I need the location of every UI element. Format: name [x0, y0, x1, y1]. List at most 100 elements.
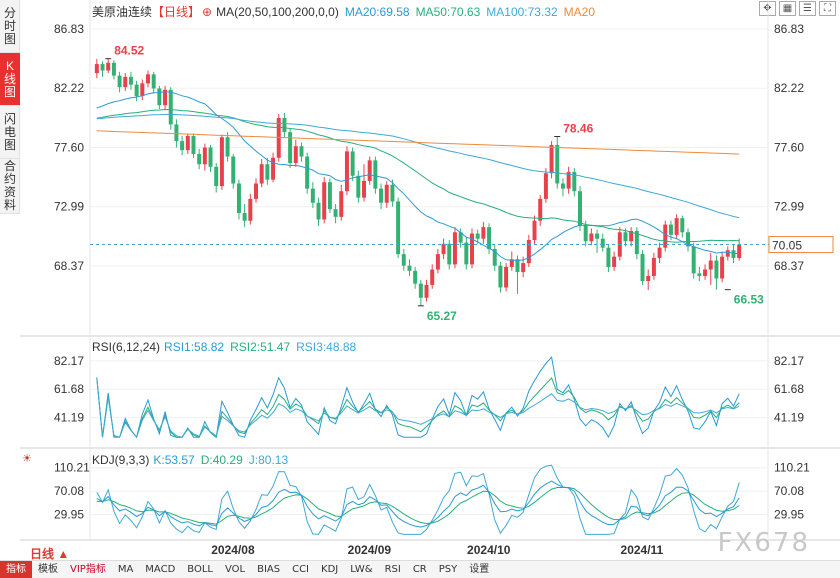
chart-toolbar: ✥ ▦ ☰ ⛶	[759, 1, 836, 16]
indicator-tab-1[interactable]: 模板	[38, 564, 58, 575]
candle-body	[316, 202, 321, 220]
candle-body	[697, 273, 702, 276]
candle-body	[452, 232, 457, 265]
indicator-tab-4[interactable]: MACD	[145, 564, 176, 575]
indicator-tab-14[interactable]: 设置	[469, 564, 490, 575]
candle-body	[390, 184, 395, 202]
list-icon[interactable]: ☰	[799, 1, 816, 16]
candle-body	[424, 284, 429, 298]
candle-body	[407, 265, 412, 271]
candle-body	[674, 218, 679, 235]
ma100-line	[96, 113, 740, 219]
candle-body	[521, 263, 526, 273]
indicator-tab-9[interactable]: KDJ	[321, 564, 339, 575]
candle-body	[583, 225, 588, 242]
candle-body	[299, 146, 304, 157]
candle-body	[475, 233, 480, 239]
candle-body	[322, 182, 327, 220]
price-tick-left: 77.60	[54, 141, 84, 155]
kdj-name: KDJ(9,3,3)	[92, 453, 150, 467]
candle-body	[288, 132, 293, 163]
candle-body	[236, 183, 241, 214]
candle-body	[737, 244, 742, 258]
candle-body	[714, 260, 719, 279]
candle-body	[168, 89, 173, 125]
tab-flash[interactable]: 闪电图	[0, 106, 20, 159]
candle-body	[197, 153, 202, 165]
indicator-tab-11[interactable]: RSI	[384, 564, 401, 575]
indicator-tab-7[interactable]: BIAS	[257, 564, 281, 575]
candle-body	[231, 156, 236, 184]
grid-icon[interactable]: ▦	[779, 1, 796, 16]
candle-body	[202, 147, 207, 165]
candle-body	[225, 137, 230, 157]
candle-body	[373, 160, 378, 189]
candle-body	[725, 250, 730, 257]
candle-body	[509, 259, 514, 267]
indicator-tab-5[interactable]: BOLL	[187, 564, 213, 575]
candle-body	[191, 135, 196, 154]
period-label[interactable]: 【日线】	[152, 5, 201, 19]
indicator-tab-0[interactable]: 指标	[0, 561, 32, 578]
candle-body	[441, 243, 446, 255]
indicator-tab-12[interactable]: CR	[412, 564, 427, 575]
tab-contract-info[interactable]: 合约资料	[0, 159, 20, 214]
candle-body	[560, 183, 565, 189]
ma50-line	[96, 108, 740, 243]
kdj-settings-icon: ☀	[22, 452, 32, 465]
chart-canvas[interactable]: 86.83 86.83 82.22 82.22 77.60 77.60 72.99 72.99…	[0, 0, 840, 560]
candle-body	[623, 232, 628, 242]
candle-body	[663, 224, 668, 248]
settings-icon[interactable]: ⊕	[202, 5, 213, 19]
date-axis-label: 2024/11	[621, 543, 664, 557]
indicator-tab-10[interactable]: LW&	[350, 564, 373, 575]
period-selector[interactable]: 日线 ▲	[30, 547, 70, 561]
candle-body	[282, 118, 287, 133]
kdj-d-line	[96, 487, 740, 525]
indicator-tab-13[interactable]: PSY	[438, 564, 458, 575]
candle-body	[600, 238, 605, 248]
candle-body	[686, 232, 690, 247]
price-tick-left: 86.83	[54, 22, 84, 36]
kdj-j-value: J:80.13	[248, 453, 289, 467]
candle-body	[174, 124, 179, 142]
candle-body	[708, 260, 713, 270]
rsi3-value: RSI3:48.88	[296, 340, 357, 354]
date-axis-label: 2024/10	[467, 543, 511, 557]
indicator-tab-8[interactable]: CCI	[292, 564, 310, 575]
candle-body	[578, 191, 582, 226]
price-tick-right: 77.60	[774, 141, 804, 155]
high-annotation: 78.46	[563, 121, 593, 135]
indicator-tab-3[interactable]: MA	[117, 564, 134, 575]
high-annotation: 84.52	[114, 44, 144, 58]
fullscreen-icon[interactable]: ⛶	[819, 1, 836, 16]
candle-body	[367, 160, 372, 181]
kdj-d-value: D:40.29	[200, 453, 243, 467]
candle-body	[333, 209, 338, 217]
candle-body	[157, 88, 162, 106]
price-tick-right: 72.99	[774, 200, 804, 214]
low-annotation: 65.27	[427, 309, 457, 323]
candle-body	[248, 198, 253, 221]
rsi-name: RSI(6,12,24)	[92, 340, 161, 354]
price-tick-right: 86.83	[774, 22, 804, 36]
candle-body	[265, 164, 270, 180]
candle-body	[543, 173, 548, 199]
indicator-tab-6[interactable]: VOL	[224, 564, 246, 575]
indicator-tab-2[interactable]: VIP指标	[70, 564, 106, 575]
candle-body	[106, 62, 111, 71]
rsi1-line	[96, 356, 740, 439]
candle-body	[276, 118, 281, 158]
tab-intraday[interactable]: 分时图	[0, 0, 20, 53]
candle-body	[94, 64, 99, 74]
kdj-tick-left: 70.08	[54, 484, 84, 498]
rsi-tick-right: 82.17	[774, 354, 804, 368]
candle-body	[430, 269, 435, 285]
candle-body	[134, 84, 139, 97]
instrument-title: 美原油连续	[92, 5, 153, 19]
indicator-tab-bar: 指标 模板 VIP指标 MA MACD BOLL VOL BIAS CCI KDJ LW& RSI CR…	[0, 560, 840, 578]
candle-body	[555, 144, 560, 184]
candle-body	[498, 265, 503, 288]
candle-body	[339, 191, 344, 217]
